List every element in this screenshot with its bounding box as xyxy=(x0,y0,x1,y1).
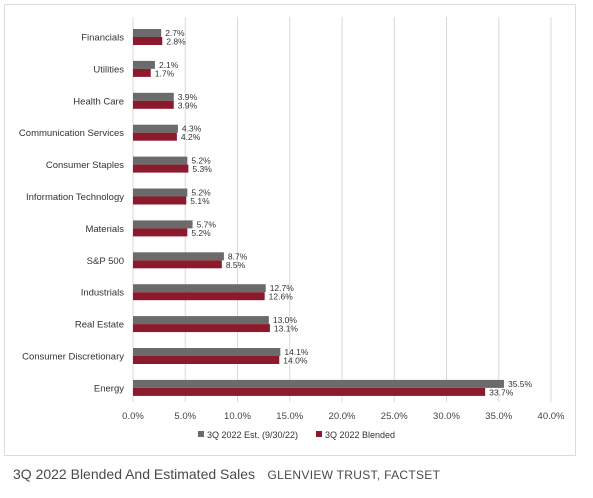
x-tick-label: 0.0% xyxy=(122,411,144,422)
data-label-blended: 5.2% xyxy=(191,228,211,238)
category-label: Utilities xyxy=(93,64,124,75)
caption-title: 3Q 2022 Blended And Estimated Sales xyxy=(13,466,256,482)
bar-estimate xyxy=(133,348,281,356)
legend-item-estimate-swatch xyxy=(198,431,204,437)
bar-blended xyxy=(133,100,174,109)
bar-estimate xyxy=(133,60,155,69)
bar-estimate xyxy=(133,124,178,133)
bar-estimate xyxy=(133,316,269,325)
bar-estimate xyxy=(133,29,162,37)
category-label: Consumer Discretionary xyxy=(22,352,124,363)
data-label-blended: 3.9% xyxy=(178,100,198,110)
bar-blended xyxy=(133,164,189,173)
data-label-estimate: 8.7% xyxy=(228,251,248,261)
data-label-estimate: 5.7% xyxy=(197,219,217,229)
category-label: Information Technology xyxy=(26,192,124,203)
x-tick-label: 20.0% xyxy=(329,411,356,422)
data-label-blended: 12.6% xyxy=(269,292,294,302)
category-label: Real Estate xyxy=(75,320,124,331)
bar-blended xyxy=(133,387,486,396)
caption-source: GLENVIEW TRUST, FACTSET xyxy=(267,468,441,482)
data-label-blended: 4.2% xyxy=(181,132,201,142)
data-label-estimate: 14.1% xyxy=(284,347,309,357)
data-label-blended: 14.0% xyxy=(283,356,308,366)
x-tick-label: 30.0% xyxy=(433,411,460,422)
data-label-blended: 13.1% xyxy=(274,324,299,334)
bar-blended xyxy=(133,196,187,205)
chart-panel: 0.0% 5.0% 10.0% 15.0% 20.0% 25.0% 30.0% 35.0% 40… xyxy=(4,4,576,456)
data-label-estimate: 3.9% xyxy=(178,92,198,102)
legend-item-blended-label: 3Q 2022 Blended xyxy=(325,430,395,440)
x-tick-label: 40.0% xyxy=(538,411,565,422)
legend-item-blended-swatch xyxy=(316,431,322,437)
bar-blended xyxy=(133,324,270,333)
bar-estimate xyxy=(133,284,266,293)
data-label-blended: 1.7% xyxy=(155,68,175,78)
x-tick-label: 25.0% xyxy=(381,411,408,422)
x-tick-label: 5.0% xyxy=(174,411,196,422)
data-label-estimate: 5.2% xyxy=(191,156,211,166)
bar-blended xyxy=(133,228,188,237)
category-label: Consumer Staples xyxy=(46,160,124,171)
bar-estimate xyxy=(133,156,188,165)
category-label: Health Care xyxy=(73,96,124,107)
data-label-estimate: 13.0% xyxy=(273,315,298,325)
bar-estimate xyxy=(133,252,224,261)
data-label-estimate: 12.7% xyxy=(270,283,295,293)
x-tick-label: 10.0% xyxy=(224,411,251,422)
bar-estimate xyxy=(133,92,174,101)
bar-estimate xyxy=(133,379,504,388)
category-label: Communication Services xyxy=(19,128,124,139)
bar-estimate xyxy=(133,188,188,197)
data-label-estimate: 2.7% xyxy=(165,28,185,38)
bar-blended xyxy=(133,356,280,364)
data-label-blended: 8.5% xyxy=(226,260,246,270)
bar-blended xyxy=(133,37,163,45)
x-tick-label: 35.0% xyxy=(485,411,512,422)
data-label-estimate: 4.3% xyxy=(182,124,202,134)
x-tick-label: 15.0% xyxy=(276,411,303,422)
data-label-estimate: 2.1% xyxy=(159,60,179,70)
data-label-blended: 2.8% xyxy=(166,37,186,47)
category-label: Financials xyxy=(81,33,124,44)
category-label: Materials xyxy=(85,224,124,235)
data-label-blended: 33.7% xyxy=(489,387,514,397)
bar-blended xyxy=(133,292,265,301)
category-label: Energy xyxy=(94,383,124,394)
category-label: S&P 500 xyxy=(87,256,124,267)
bar-blended xyxy=(133,68,151,77)
legend-item-estimate-label: 3Q 2022 Est. (9/30/22) xyxy=(207,430,298,440)
bar-blended xyxy=(133,132,177,141)
bar-estimate xyxy=(133,220,193,229)
sales-growth-bar-chart: 0.0% 5.0% 10.0% 15.0% 20.0% 25.0% 30.0% 35.0% 40… xyxy=(19,17,565,440)
data-label-blended: 5.1% xyxy=(190,196,210,206)
bar-blended xyxy=(133,260,222,269)
data-label-estimate: 5.2% xyxy=(191,188,211,198)
category-label: Industrials xyxy=(81,288,125,299)
data-label-blended: 5.3% xyxy=(192,164,212,174)
figure-caption: 3Q 2022 Blended And Estimated Sales GLEN… xyxy=(13,466,440,484)
data-label-estimate: 35.5% xyxy=(508,379,533,389)
